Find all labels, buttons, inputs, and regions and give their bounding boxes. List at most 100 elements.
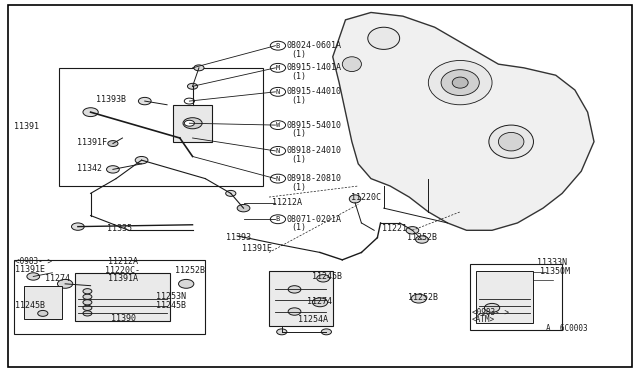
Text: 08918-24010: 08918-24010 [286, 147, 341, 155]
Circle shape [411, 294, 426, 303]
Text: 11391A: 11391A [108, 274, 138, 283]
Text: 08915-1401A: 08915-1401A [286, 63, 341, 72]
Circle shape [183, 118, 202, 129]
Text: (1): (1) [291, 129, 307, 138]
Text: 11245B: 11245B [156, 301, 186, 310]
Text: (1): (1) [291, 50, 307, 59]
Circle shape [83, 311, 92, 316]
Circle shape [106, 166, 119, 173]
Bar [59, 68, 262, 186]
Ellipse shape [489, 125, 534, 158]
Text: (1): (1) [291, 72, 307, 81]
Circle shape [138, 97, 151, 105]
Circle shape [58, 279, 73, 288]
Text: 11252B: 11252B [175, 266, 205, 275]
Text: 11274: 11274 [307, 297, 332, 306]
Text: 11391F: 11391F [77, 138, 107, 147]
Bar [24, 286, 62, 319]
Text: 11221: 11221 [383, 224, 408, 233]
Circle shape [270, 63, 285, 72]
Circle shape [276, 329, 287, 335]
Text: 11253N: 11253N [156, 292, 186, 301]
Circle shape [179, 279, 194, 288]
Text: 11391E: 11391E [15, 265, 45, 274]
Circle shape [226, 190, 236, 196]
Text: 11391E: 11391E [243, 244, 272, 253]
Bar [173, 105, 212, 142]
Text: <0983- >: <0983- > [15, 257, 52, 266]
Text: 11212A: 11212A [108, 257, 138, 266]
Circle shape [38, 310, 48, 316]
Text: (1): (1) [291, 223, 307, 232]
Text: A  6C0003: A 6C0003 [546, 324, 588, 333]
Bar [476, 271, 534, 323]
Ellipse shape [349, 195, 361, 203]
Text: (1): (1) [291, 183, 307, 192]
Circle shape [406, 227, 419, 234]
Circle shape [83, 294, 92, 299]
Circle shape [317, 275, 330, 282]
Bar [14, 260, 205, 334]
Text: 08024-0601A: 08024-0601A [286, 41, 341, 50]
Text: 11254A: 11254A [298, 315, 328, 324]
Text: 11212A: 11212A [272, 198, 302, 207]
Text: 11274: 11274 [45, 274, 70, 283]
Circle shape [194, 65, 204, 71]
Circle shape [188, 83, 198, 89]
Text: 11393B: 11393B [96, 96, 125, 105]
Text: B: B [276, 43, 280, 49]
Bar [269, 271, 333, 326]
Circle shape [321, 329, 332, 335]
Circle shape [72, 223, 84, 230]
Text: 11350M: 11350M [540, 267, 570, 276]
Text: 11390: 11390 [111, 314, 136, 323]
Circle shape [108, 141, 118, 147]
Ellipse shape [499, 132, 524, 151]
Ellipse shape [428, 61, 492, 105]
Text: 11220C: 11220C [351, 193, 381, 202]
Circle shape [83, 108, 99, 116]
Text: 11245B: 11245B [312, 272, 342, 281]
Ellipse shape [452, 77, 468, 88]
Circle shape [288, 308, 301, 315]
Text: 11335: 11335 [106, 224, 132, 233]
Circle shape [270, 121, 285, 129]
Circle shape [484, 304, 500, 312]
Circle shape [312, 298, 328, 307]
Text: N: N [276, 89, 280, 95]
Circle shape [184, 120, 195, 126]
Circle shape [288, 286, 301, 293]
Text: N: N [276, 176, 280, 182]
Circle shape [83, 300, 92, 305]
Text: 11393: 11393 [226, 233, 251, 242]
Text: 08071-0201A: 08071-0201A [286, 215, 341, 224]
Circle shape [415, 236, 428, 243]
Circle shape [83, 289, 92, 294]
Text: M: M [276, 65, 280, 71]
Circle shape [270, 41, 285, 50]
Text: <ATM>: <ATM> [472, 315, 495, 324]
Circle shape [83, 305, 92, 310]
Text: <0983- >: <0983- > [472, 308, 509, 317]
Polygon shape [333, 13, 594, 230]
Text: W: W [276, 122, 280, 128]
Circle shape [184, 98, 195, 104]
Text: N: N [276, 148, 280, 154]
Text: 08915-54010: 08915-54010 [286, 121, 341, 129]
Text: 11252B: 11252B [406, 233, 436, 242]
Bar [75, 273, 170, 321]
Text: B: B [276, 216, 280, 222]
Circle shape [270, 87, 285, 96]
Ellipse shape [342, 57, 362, 71]
Circle shape [237, 205, 250, 212]
Ellipse shape [368, 27, 399, 49]
Text: 08918-20810: 08918-20810 [286, 174, 341, 183]
Circle shape [173, 134, 186, 142]
Circle shape [27, 273, 40, 280]
Text: (1): (1) [291, 96, 307, 105]
Circle shape [270, 215, 285, 224]
Ellipse shape [441, 70, 479, 96]
Circle shape [135, 157, 148, 164]
Circle shape [270, 174, 285, 183]
Text: 11252B: 11252B [408, 293, 438, 302]
